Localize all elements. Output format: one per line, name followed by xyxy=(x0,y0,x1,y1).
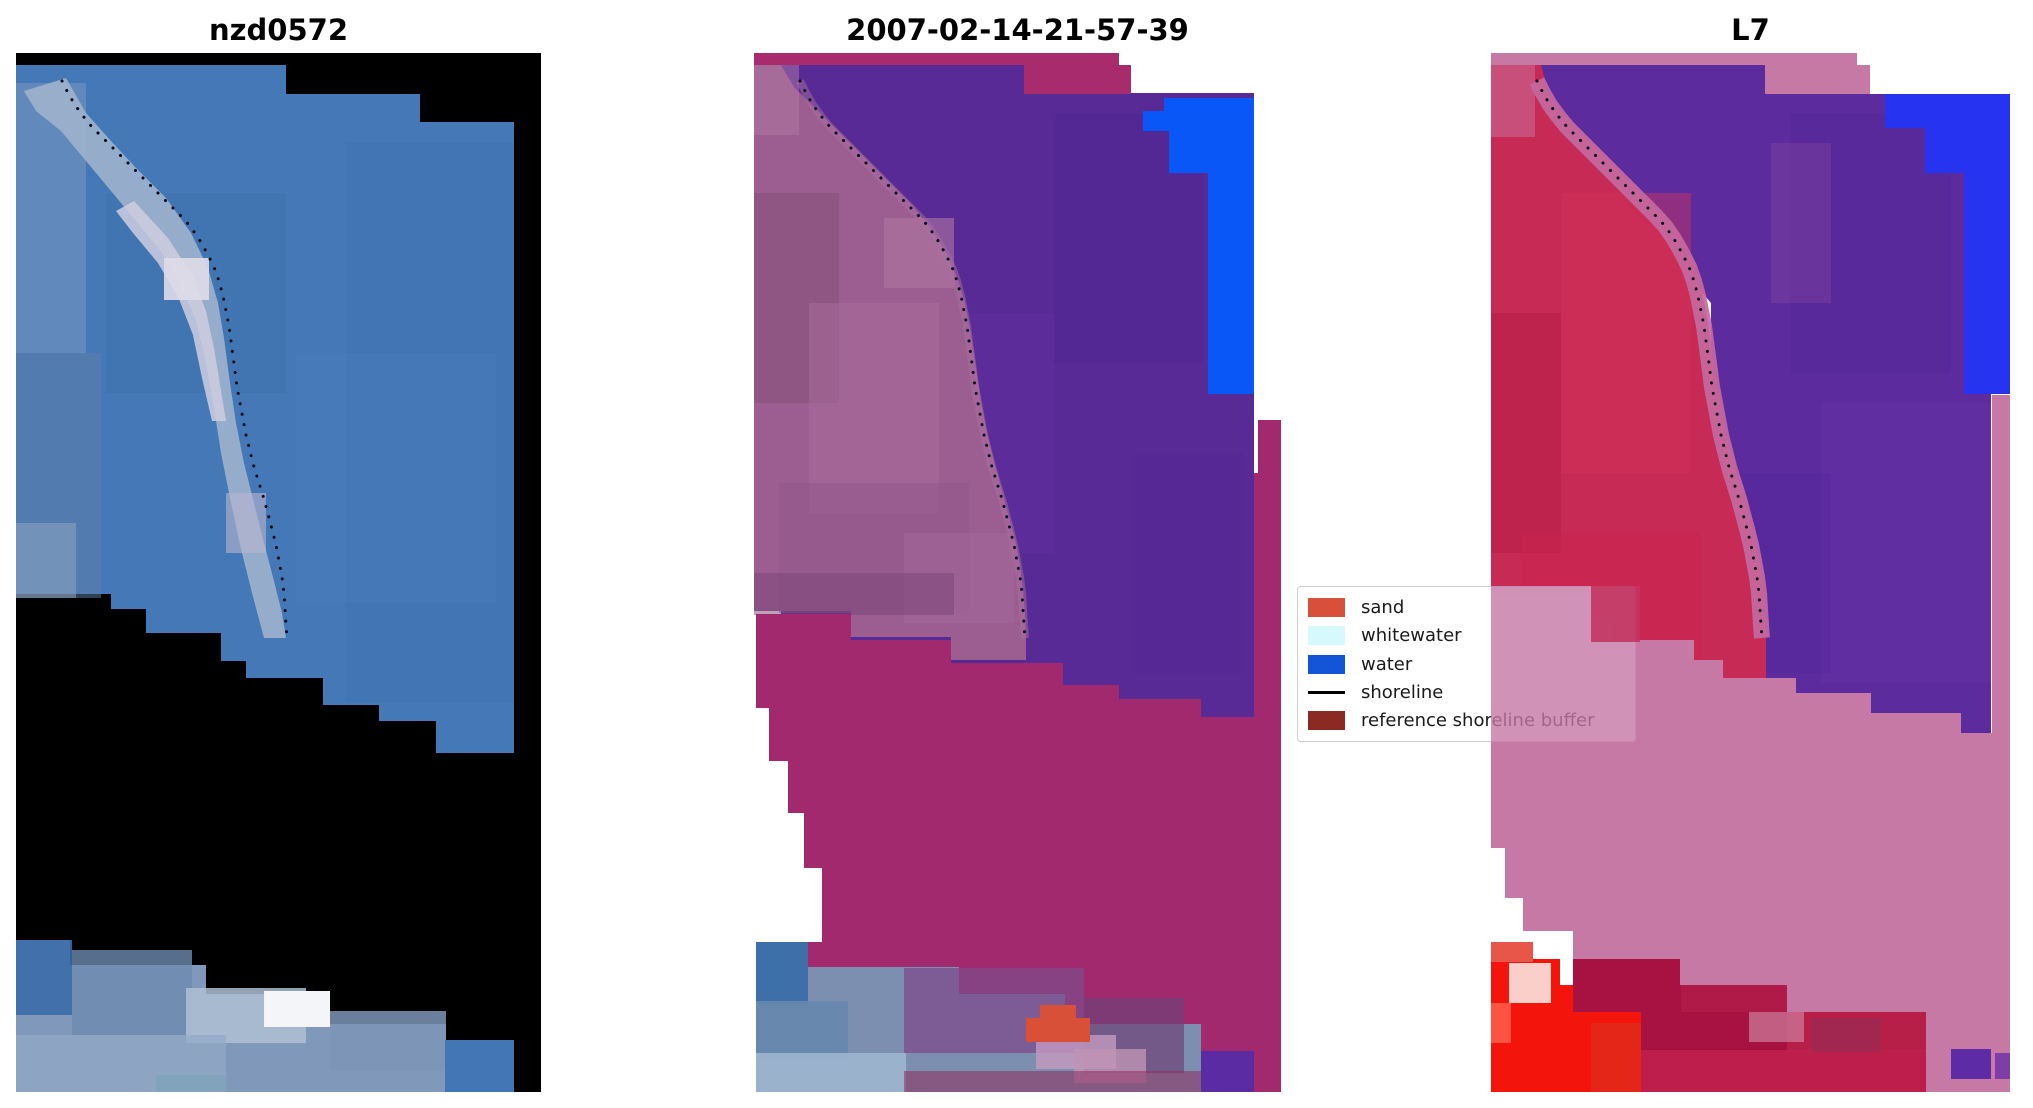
image-region xyxy=(1591,1023,1641,1092)
legend-label: shoreline xyxy=(1361,681,1444,703)
panel-satellite-rgb xyxy=(16,53,541,1092)
image-region xyxy=(1491,1003,1511,1043)
image-region xyxy=(445,1040,514,1092)
image-region xyxy=(72,950,192,1035)
legend-swatch-sand xyxy=(1308,597,1345,617)
image-region xyxy=(1201,1051,1254,1092)
image-region xyxy=(1258,420,1281,753)
image-region xyxy=(156,1075,226,1092)
image-region xyxy=(1791,113,1951,373)
legend-item-reference-shoreline-buffer: reference shoreline buffer xyxy=(1308,707,1625,735)
image-region xyxy=(1491,942,1533,962)
image-region xyxy=(754,573,954,615)
panel-title-middle: 2007-02-14-21-57-39 xyxy=(846,13,1189,47)
image-region xyxy=(116,201,226,421)
image-region xyxy=(1765,65,1870,94)
image-region xyxy=(1491,65,1535,137)
image-region xyxy=(756,1001,848,1061)
image-region xyxy=(756,942,808,1004)
image-region xyxy=(1491,53,1857,65)
satellite-image xyxy=(754,53,1281,1092)
legend-item-sand: sand xyxy=(1308,593,1625,621)
legend-swatch-shoreline xyxy=(1308,690,1345,694)
legend-swatch-reference-shoreline-buffer xyxy=(1308,711,1345,731)
image-region xyxy=(226,493,266,553)
image-region xyxy=(1509,963,1551,1003)
shoreline-dotted-line xyxy=(1535,79,1764,640)
image-region xyxy=(1531,65,1991,733)
image-region xyxy=(1026,1018,1090,1042)
image-region xyxy=(904,1071,1201,1092)
image-region xyxy=(756,708,822,942)
image-region xyxy=(754,65,799,135)
image-region xyxy=(1681,985,1787,1012)
image-region xyxy=(1992,395,2010,743)
shoreline-dotted-line xyxy=(798,79,1027,640)
image-region xyxy=(1134,453,1244,673)
image-region xyxy=(1749,1012,1804,1042)
legend-box: sand whitewater water shoreline reference sh… xyxy=(1297,586,1636,742)
legend-swatch-water xyxy=(1308,654,1345,674)
image-region xyxy=(16,940,72,1015)
image-region xyxy=(1641,1050,1926,1092)
image-region xyxy=(1040,1005,1076,1020)
image-region xyxy=(1024,65,1131,94)
panel-title-left: nzd0572 xyxy=(209,13,348,47)
legend-label: whitewater xyxy=(1361,625,1462,647)
image-region xyxy=(1885,94,2010,394)
satellite-image xyxy=(1491,53,2010,1092)
panel-classified-date xyxy=(754,53,1281,1092)
image-region xyxy=(164,258,209,300)
satellite-image xyxy=(16,53,541,1092)
image-region xyxy=(330,1011,446,1071)
legend-item-whitewater: whitewater xyxy=(1308,621,1625,649)
legend-label: sand xyxy=(1361,596,1405,618)
image-region xyxy=(756,1053,906,1092)
image-region xyxy=(754,53,1119,65)
image-region xyxy=(1811,1018,1881,1052)
shoreline-dotted-line xyxy=(60,79,289,640)
image-region xyxy=(24,78,286,638)
legend-swatch-whitewater xyxy=(1308,626,1345,646)
image-region xyxy=(16,523,76,598)
image-region xyxy=(1821,403,1991,683)
image-region xyxy=(1254,473,1258,717)
image-region xyxy=(756,614,1281,1092)
image-region xyxy=(296,353,496,603)
panel-title-right: L7 xyxy=(1731,13,1770,47)
image-region xyxy=(1771,143,1831,303)
legend-label: reference shoreline buffer xyxy=(1361,710,1595,732)
image-region xyxy=(1143,98,1254,394)
legend-label: water xyxy=(1361,653,1413,675)
image-region xyxy=(809,303,939,513)
image-region xyxy=(1995,1053,2010,1079)
panel-classified-l7 xyxy=(1491,53,2010,1092)
image-region xyxy=(1951,1049,1991,1079)
image-region xyxy=(1491,313,1561,553)
legend-item-shoreline: shoreline xyxy=(1308,678,1625,706)
legend-item-water: water xyxy=(1308,650,1625,678)
image-region xyxy=(264,991,330,1027)
